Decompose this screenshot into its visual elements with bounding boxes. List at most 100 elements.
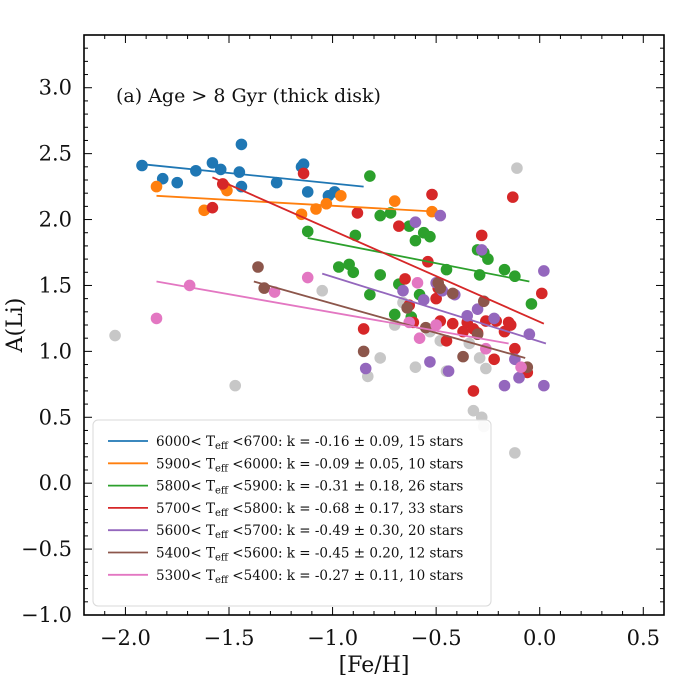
- y-tick-label: 2.0: [39, 208, 72, 232]
- data-point-5800-5900: [374, 269, 387, 281]
- legend-label-5300-5400: 5300< Teff <5400: k = -0.27 ± 0.11, 10 s…: [156, 568, 463, 586]
- data-point-5900-6000: [310, 203, 322, 215]
- data-point-5900-6000: [320, 197, 333, 210]
- data-point-5300-5400: [430, 319, 442, 331]
- data-point-5300-5400: [301, 271, 314, 284]
- fit-line-5400-5600: [253, 280, 526, 359]
- scatter-points: [109, 138, 550, 459]
- data-point-5700-5800: [430, 292, 442, 305]
- data-point-5700-5800: [509, 342, 521, 355]
- legend-label-5900-6000: 5900< Teff <6000: k = -0.09 ± 0.05, 10 s…: [156, 456, 463, 474]
- axis-ticks: [83, 34, 665, 616]
- data-point-6000-6700: [270, 176, 283, 189]
- legend-label-5800-5900: 5800< Teff <5900: k = -0.31 ± 0.18, 26 s…: [156, 479, 463, 497]
- fit-line-5700-5800: [212, 176, 545, 325]
- data-point-5600-5700: [359, 362, 372, 375]
- data-point-5600-5700: [513, 371, 525, 384]
- data-point-5800-5900: [424, 230, 436, 243]
- data-point-6000-6700: [206, 157, 219, 169]
- legend-label-5400-5600: 5400< Teff <5600: k = -0.45 ± 0.20, 12 s…: [156, 546, 463, 564]
- data-point-5800-5900: [440, 263, 453, 276]
- x-axis-label: [Fe/H]: [339, 653, 410, 678]
- data-point-5700-5800: [488, 353, 500, 366]
- data-point-5300-5400: [411, 277, 424, 289]
- y-tick-label: 0.5: [39, 405, 72, 429]
- data-point-5800-5900: [482, 253, 494, 265]
- data-point-5400-5600: [434, 282, 447, 294]
- data-point-5700-5800: [393, 220, 405, 232]
- data-point-5700-5800: [297, 167, 310, 180]
- legend-label-5700-5800: 5700< Teff <5800: k = -0.68 ± 0.17, 33 s…: [156, 501, 463, 519]
- data-point-5600-5700: [538, 379, 550, 392]
- y-tick-label: 3.0: [39, 76, 72, 100]
- data-point-6000-6700: [233, 166, 246, 178]
- data-point-6000-6700: [136, 159, 148, 172]
- data-point-5900-6000: [388, 195, 401, 207]
- x-tick-label: 0.5: [627, 626, 660, 650]
- data-point-5600-5700: [498, 379, 511, 392]
- data-point-6000-6700: [214, 163, 227, 176]
- y-tick-label: 2.5: [39, 142, 72, 166]
- data-point-5300-5400: [515, 361, 527, 373]
- data-point-6000-6700: [297, 158, 310, 170]
- data-point-5600-5700: [442, 365, 455, 377]
- data-point-5400-5600: [252, 261, 264, 273]
- legend: 6000< Teff <6700: k = -0.16 ± 0.09, 15 s…: [92, 419, 492, 607]
- data-point-5600-5700: [488, 312, 500, 325]
- data-point-other: [409, 361, 422, 373]
- data-point-5800-5900: [301, 225, 314, 238]
- data-point-6000-6700: [235, 138, 248, 151]
- data-point-5800-5900: [498, 263, 511, 276]
- data-point-5600-5700: [434, 209, 447, 222]
- x-tick-label: 0.0: [523, 626, 556, 650]
- data-point-5400-5600: [457, 350, 469, 363]
- data-point-5700-5800: [426, 188, 438, 201]
- data-point-5400-5600: [446, 287, 459, 300]
- data-point-5700-5800: [440, 335, 453, 347]
- x-tick-label: −1.5: [204, 626, 255, 650]
- data-point-5600-5700: [471, 303, 484, 315]
- fit-line-6000-6700: [141, 163, 364, 188]
- y-tick-labels: −1.0 −0.5 0.0 0.5 1.0 1.5 2.0 2.5 3.0: [21, 76, 72, 627]
- data-point-other: [473, 352, 486, 364]
- data-point-5800-5900: [347, 266, 360, 279]
- data-point-5800-5900: [525, 298, 538, 310]
- data-point-5700-5800: [506, 191, 519, 203]
- y-tick-label: 1.0: [39, 339, 72, 363]
- data-point-6000-6700: [171, 176, 184, 189]
- data-point-5300-5400: [150, 312, 163, 325]
- data-point-other: [316, 284, 329, 297]
- fit-line-5800-5900: [307, 237, 530, 283]
- data-point-other: [511, 162, 523, 174]
- legend-label-6000-6700: 6000< Teff <6700: k = -0.16 ± 0.09, 15 s…: [156, 434, 463, 452]
- data-point-other: [480, 362, 492, 375]
- data-point-5700-5800: [535, 287, 548, 300]
- y-axis-label: A(Li): [3, 298, 28, 354]
- x-tick-label: −2.0: [100, 626, 151, 650]
- data-point-5700-5800: [504, 319, 517, 331]
- data-point-5600-5700: [397, 284, 409, 297]
- data-point-5700-5800: [467, 385, 480, 397]
- y-tick-label: −1.0: [21, 603, 72, 627]
- data-point-5700-5800: [399, 273, 411, 285]
- data-point-5700-5800: [446, 317, 459, 330]
- data-point-5300-5400: [413, 332, 426, 344]
- data-point-other: [374, 352, 387, 364]
- data-point-5600-5700: [417, 294, 430, 306]
- data-point-5600-5700: [409, 216, 422, 228]
- data-point-6000-6700: [156, 172, 169, 185]
- data-point-5800-5900: [332, 261, 345, 273]
- x-tick-label: −0.5: [411, 626, 462, 650]
- data-point-5700-5800: [357, 323, 370, 335]
- x-tick-labels: −2.0 −1.5 −1.0 −0.5 0.0 0.5: [100, 626, 660, 650]
- data-point-5600-5700: [538, 265, 550, 277]
- data-point-other: [467, 404, 480, 417]
- data-point-5600-5700: [475, 244, 488, 256]
- data-point-5400-5600: [357, 345, 370, 358]
- data-point-5700-5800: [475, 229, 488, 242]
- y-tick-label: −0.5: [21, 537, 72, 561]
- data-point-5300-5400: [183, 279, 196, 292]
- data-point-5800-5900: [374, 209, 387, 222]
- legend-box: [92, 419, 492, 607]
